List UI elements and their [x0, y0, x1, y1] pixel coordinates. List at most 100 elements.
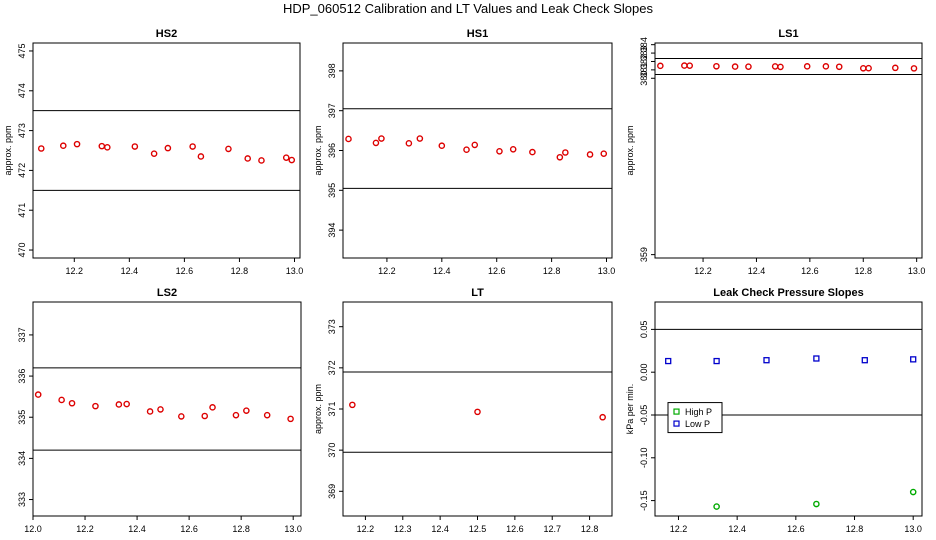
x-tick-label: 12.6 — [801, 266, 819, 276]
panel-6: Leak Check Pressure Slopes 12.2 12.4 12.6 12… — [625, 287, 923, 534]
data-point — [123, 400, 130, 408]
legend-box — [667, 402, 723, 434]
data-point — [73, 140, 81, 148]
data-point — [731, 63, 739, 70]
legend-marker — [673, 408, 680, 415]
data-point — [909, 488, 917, 496]
x-tick-label: 13.0 — [286, 266, 304, 276]
data-point — [562, 149, 569, 156]
y-tick-label: 470 — [17, 243, 27, 258]
x-tick-label: 12.2 — [670, 524, 688, 534]
data-point — [225, 145, 232, 153]
x-tick-label: 12.2 — [694, 266, 712, 276]
y-tick-label: 397 — [327, 103, 337, 118]
panel-title: LS1 — [778, 28, 798, 40]
y-tick-label: 335 — [17, 410, 27, 425]
data-point — [378, 135, 385, 142]
panel-title: LS2 — [157, 287, 177, 299]
data-point — [471, 141, 479, 149]
x-tick-label: 12.8 — [231, 266, 249, 276]
data-point — [803, 63, 811, 70]
y-axis-label: approx. ppm — [313, 384, 323, 434]
x-tick-label: 12.2 — [378, 266, 396, 276]
y-tick-label: 394 — [327, 223, 337, 238]
y-axis-label: kPa per min. — [625, 384, 635, 435]
data-point — [713, 503, 720, 510]
data-point — [131, 143, 139, 150]
data-point — [910, 356, 917, 363]
x-tick-label: 12.4 — [433, 266, 451, 276]
data-point — [349, 401, 356, 409]
legend-label: High P — [685, 407, 712, 417]
y-tick-label: 474 — [17, 83, 27, 98]
data-point — [243, 407, 250, 414]
y-tick-label: 373 — [327, 319, 337, 334]
x-tick-label: 12.6 — [787, 524, 805, 534]
data-point — [164, 144, 172, 152]
data-point — [244, 155, 252, 162]
data-point — [438, 142, 446, 150]
y-tick-label: -0.10 — [639, 448, 649, 469]
y-axis-label: approx. ppm — [313, 125, 323, 175]
data-point — [600, 150, 608, 157]
x-tick-label: 13.0 — [904, 524, 922, 534]
x-tick-label: 12.6 — [488, 266, 506, 276]
legend-label: Low P — [685, 419, 710, 429]
data-point — [835, 63, 843, 71]
data-point — [586, 151, 594, 158]
panel-1: HS2 12.2 12.4 12.6 12.8 13.0 470 471 472 473 474 47… — [3, 28, 303, 276]
data-point — [474, 408, 481, 416]
data-point — [686, 62, 694, 69]
x-tick-label: 12.4 — [431, 524, 449, 534]
x-tick-label: 12.8 — [232, 524, 250, 534]
y-tick-label: 372 — [327, 360, 337, 375]
data-point — [665, 357, 672, 365]
data-point — [822, 63, 830, 70]
data-point — [178, 413, 185, 420]
x-tick-label: 12.8 — [543, 266, 561, 276]
data-point — [209, 404, 216, 411]
x-tick-label: 12.8 — [581, 524, 599, 534]
data-point — [201, 412, 209, 420]
data-point — [509, 146, 517, 153]
data-point — [713, 62, 720, 70]
y-tick-label: 0.05 — [639, 321, 649, 339]
y-tick-label: 384 — [639, 37, 649, 52]
x-tick-label: 13.0 — [284, 524, 302, 534]
data-point — [68, 399, 76, 407]
plot-frame — [342, 42, 613, 259]
x-tick-label: 12.0 — [24, 524, 42, 534]
y-tick-label: 381 — [639, 62, 649, 77]
plot-frame — [654, 301, 923, 517]
plot-frame — [32, 42, 301, 259]
figure-title: HDP_060512 Calibration and LT Values and… — [282, 1, 654, 16]
data-point — [146, 408, 154, 415]
y-tick-label: 334 — [17, 451, 27, 466]
data-point — [59, 142, 67, 150]
data-point — [859, 64, 867, 72]
data-point — [92, 402, 99, 410]
y-tick-label: -0.15 — [639, 490, 649, 511]
y-tick-label: 333 — [17, 492, 27, 507]
y-tick-label: 471 — [17, 203, 27, 218]
y-axis-label: approx. ppm — [625, 125, 635, 175]
panel-title: HS1 — [467, 28, 488, 40]
x-tick-label: 13.0 — [908, 266, 926, 276]
data-point — [232, 411, 240, 419]
x-tick-label: 12.6 — [180, 524, 198, 534]
data-point — [813, 355, 820, 362]
data-point — [58, 396, 65, 404]
legend: High P Low P — [667, 402, 723, 434]
x-tick-label: 12.6 — [506, 524, 524, 534]
data-point — [115, 401, 123, 408]
panel-2: HS1 12.2 12.4 12.6 12.8 13.0 394 395 396 397 398 ap… — [313, 28, 615, 276]
data-point — [263, 411, 271, 419]
x-tick-label: 13.0 — [598, 266, 616, 276]
panel-5: LT 12.2 12.3 12.4 12.5 12.6 12.7 12.8 369 370 371 3… — [313, 287, 613, 534]
panel-title: HS2 — [156, 28, 177, 40]
data-point — [529, 148, 536, 156]
data-point — [258, 157, 265, 164]
data-point — [865, 64, 872, 72]
data-point — [771, 63, 779, 70]
